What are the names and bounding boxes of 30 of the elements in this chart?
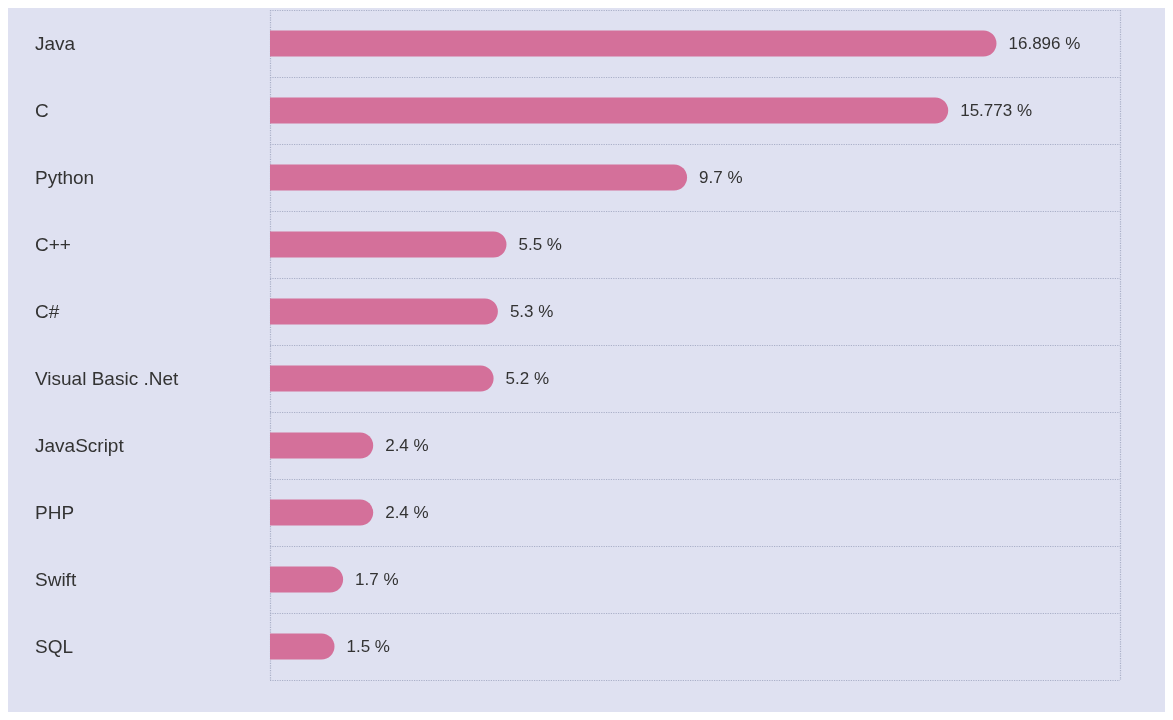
data-label: 5.2 % [505,369,550,388]
y-tick-label: C# [35,301,60,322]
data-label: 5.3 % [509,302,554,321]
bar [270,298,498,325]
data-label: 16.896 % [1008,34,1081,53]
bar [270,566,344,593]
data-label: 1.5 % [346,637,390,656]
y-tick-label: PHP [35,502,75,523]
y-tick-label: Python [35,167,95,188]
data-label: 9.7 % [699,168,743,187]
bar [270,633,335,660]
data-label: 1.7 % [355,570,399,589]
data-label: 15.773 % [960,101,1033,120]
bar [270,30,997,57]
data-label: 2.4 % [385,503,429,522]
y-tick-label: JavaScript [35,435,125,456]
data-label: 5.5 % [518,235,562,254]
bar [270,499,374,526]
y-tick-label: Visual Basic .Net [35,368,179,389]
bar [270,97,949,124]
y-tick-label: C++ [35,234,71,255]
y-tick-label: SQL [35,636,74,657]
bar [270,432,374,459]
y-tick-label: C [35,100,49,121]
bar [270,365,494,392]
data-label: 2.4 % [385,436,429,455]
y-tick-label: Swift [35,569,77,590]
y-tick-label: Java [35,33,76,54]
bar [270,231,507,258]
bar [270,164,688,191]
